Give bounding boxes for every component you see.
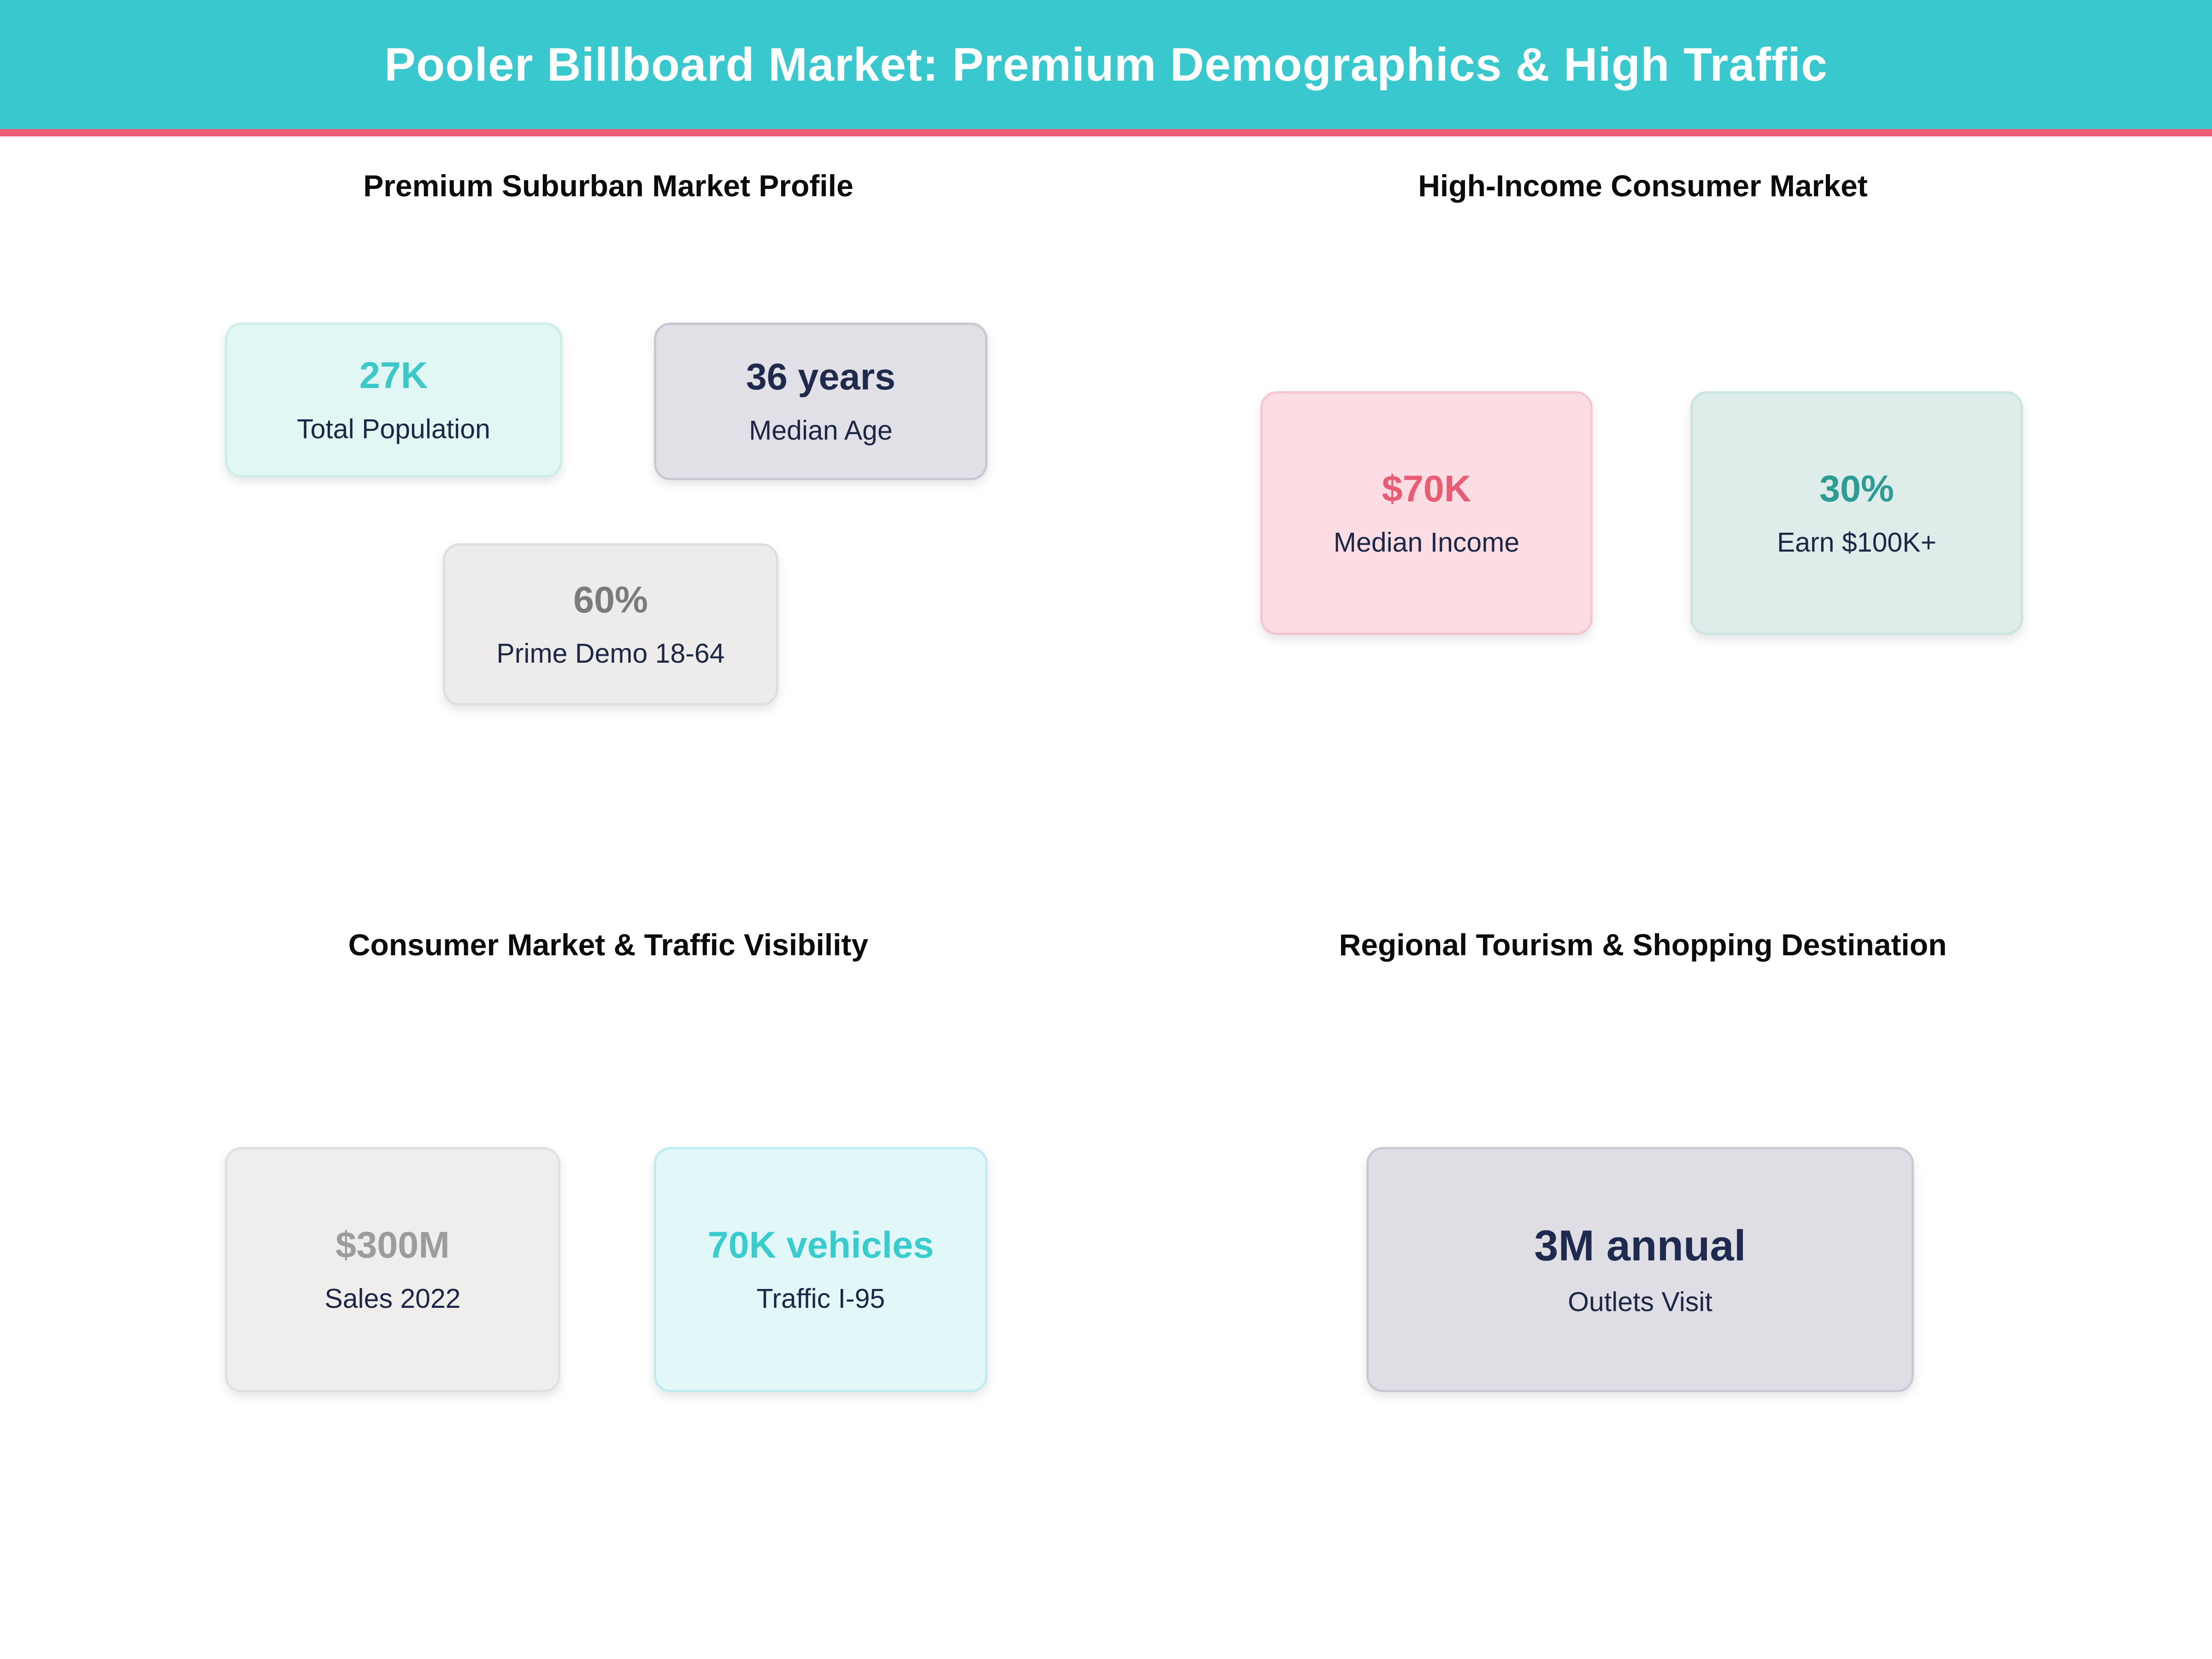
stat-label-median-age: Median Age (749, 415, 893, 446)
header-accent-line (0, 129, 2212, 136)
stat-value-traffic-i95: 70K vehicles (707, 1224, 934, 1266)
section-title-consumer-traffic: Consumer Market & Traffic Visibility (348, 928, 869, 962)
stat-card-traffic-i95: 70K vehicles Traffic I-95 (654, 1147, 988, 1392)
stat-label-traffic-i95: Traffic I-95 (756, 1283, 885, 1314)
stat-label-prime-demo: Prime Demo 18-64 (496, 638, 725, 669)
stat-card-earn-100k: 30% Earn $100K+ (1690, 391, 2023, 635)
stat-label-median-income: Median Income (1333, 527, 1520, 558)
stat-card-median-income: $70K Median Income (1260, 391, 1593, 635)
section-title-regional-tourism: Regional Tourism & Shopping Destination (1339, 928, 1947, 962)
stat-card-sales-2022: $300M Sales 2022 (225, 1147, 560, 1392)
stat-label-total-population: Total Population (297, 414, 490, 444)
stat-value-median-income: $70K (1382, 468, 1471, 510)
stat-card-outlets-visit: 3M annual Outlets Visit (1366, 1147, 1914, 1392)
stat-card-median-age: 36 years Median Age (654, 323, 988, 480)
section-title-high-income: High-Income Consumer Market (1418, 169, 1868, 203)
stat-value-median-age: 36 years (746, 356, 896, 398)
stat-value-outlets-visit: 3M annual (1534, 1221, 1746, 1270)
stat-value-prime-demo: 60% (573, 579, 648, 621)
page-title: Pooler Billboard Market: Premium Demogra… (384, 38, 1828, 91)
section-title-premium-suburban: Premium Suburban Market Profile (363, 169, 853, 203)
stat-label-earn-100k: Earn $100K+ (1777, 527, 1937, 558)
stat-card-prime-demo: 60% Prime Demo 18-64 (443, 543, 778, 706)
stat-card-total-population: 27K Total Population (225, 323, 562, 477)
stat-value-sales-2022: $300M (335, 1224, 450, 1266)
header-bar: Pooler Billboard Market: Premium Demogra… (0, 0, 2212, 129)
stat-label-outlets-visit: Outlets Visit (1568, 1286, 1712, 1317)
stat-value-total-population: 27K (359, 355, 428, 396)
stat-label-sales-2022: Sales 2022 (324, 1283, 461, 1314)
stat-value-earn-100k: 30% (1819, 468, 1894, 510)
